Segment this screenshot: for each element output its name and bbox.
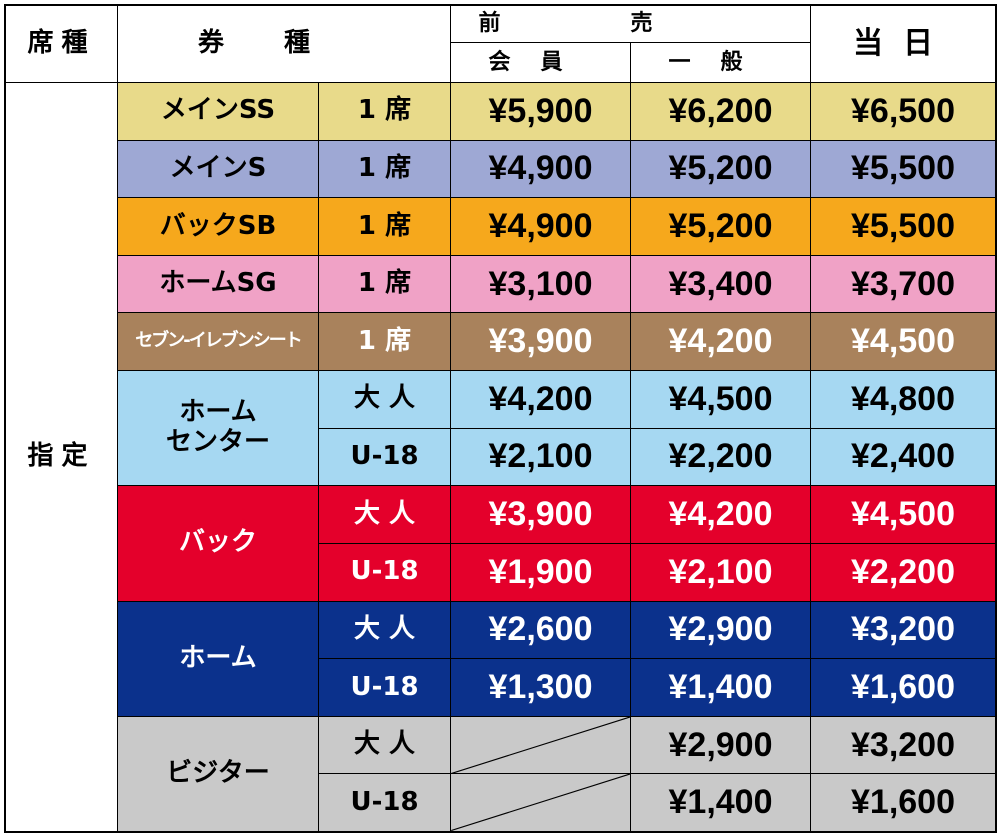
ticket-type: U-18 (318, 773, 451, 832)
seat-name: ホーム (117, 600, 319, 717)
price: ¥3,100 (450, 254, 631, 314)
price: ¥2,200 (630, 427, 811, 487)
ticket-type: 1 席 (318, 139, 451, 199)
ticket-type: 大 人 (318, 715, 451, 775)
price: ¥3,200 (810, 600, 996, 660)
price: ¥5,500 (810, 139, 996, 199)
ticket-type: U-18 (318, 427, 451, 487)
ticket-type: U-18 (318, 658, 451, 717)
header-member: 会員 (450, 42, 631, 83)
header-seat-class: 席種 (5, 5, 118, 83)
header-general: 一般 (630, 42, 811, 83)
price: ¥4,900 (450, 139, 631, 199)
price: ¥1,400 (630, 773, 811, 832)
seat-name: セブン-イレブンシート (117, 312, 319, 372)
seat-name: メインS (117, 139, 319, 199)
seat-name: ビジター (117, 715, 319, 832)
price: ¥3,900 (450, 485, 631, 544)
seat-name: バック (117, 485, 319, 602)
price: ¥4,200 (450, 370, 631, 429)
ticket-type: 1 席 (318, 82, 451, 141)
ticket-type: 大 人 (318, 485, 451, 544)
section-label: 指定 (5, 82, 118, 832)
price: ¥4,200 (630, 485, 811, 544)
seat-name: バックSB (117, 197, 319, 256)
diagonal (451, 716, 630, 774)
price: ¥3,700 (810, 254, 996, 314)
ticket-type: 1 席 (318, 312, 451, 372)
price: ¥3,400 (630, 254, 811, 314)
seat-name: ホーム センター (117, 370, 319, 487)
price: ¥3,200 (810, 715, 996, 775)
price: ¥2,600 (450, 600, 631, 660)
price: ¥4,900 (450, 197, 631, 256)
price: ¥6,200 (630, 82, 811, 141)
ticket-type: U-18 (318, 542, 451, 602)
price: ¥4,200 (630, 312, 811, 372)
ticket-type: 1 席 (318, 197, 451, 256)
price: ¥1,300 (450, 658, 631, 717)
price: ¥4,500 (810, 312, 996, 372)
price: ¥3,900 (450, 312, 631, 372)
ticket-type: 1 席 (318, 254, 451, 314)
price: ¥5,200 (630, 197, 811, 256)
ticket-type: 大 人 (318, 370, 451, 429)
price: ¥1,400 (630, 658, 811, 717)
empty-cell (450, 715, 631, 775)
header-ticket-type: 券種 (117, 5, 451, 83)
header-same-day: 当日 (810, 5, 996, 83)
price: ¥4,500 (810, 485, 996, 544)
price: ¥5,900 (450, 82, 631, 141)
header-advance: 前売 (450, 5, 811, 43)
price: ¥5,200 (630, 139, 811, 199)
line: ホーム (179, 397, 257, 428)
seat-name: ホームSG (117, 254, 319, 314)
line: センター (165, 427, 270, 458)
seat-name: メインSS (117, 82, 319, 141)
price: ¥2,900 (630, 600, 811, 660)
diagonal (451, 774, 630, 831)
price: ¥1,600 (810, 773, 996, 832)
price: ¥4,800 (810, 370, 996, 429)
price: ¥2,100 (450, 427, 631, 487)
price: ¥2,400 (810, 427, 996, 487)
price: ¥1,600 (810, 658, 996, 717)
price: ¥2,200 (810, 542, 996, 602)
ticket-type: 大 人 (318, 600, 451, 660)
price: ¥1,900 (450, 542, 631, 602)
price: ¥4,500 (630, 370, 811, 429)
empty-cell (450, 773, 631, 832)
price: ¥2,900 (630, 715, 811, 775)
price: ¥6,500 (810, 82, 996, 141)
price: ¥5,500 (810, 197, 996, 256)
price: ¥2,100 (630, 542, 811, 602)
